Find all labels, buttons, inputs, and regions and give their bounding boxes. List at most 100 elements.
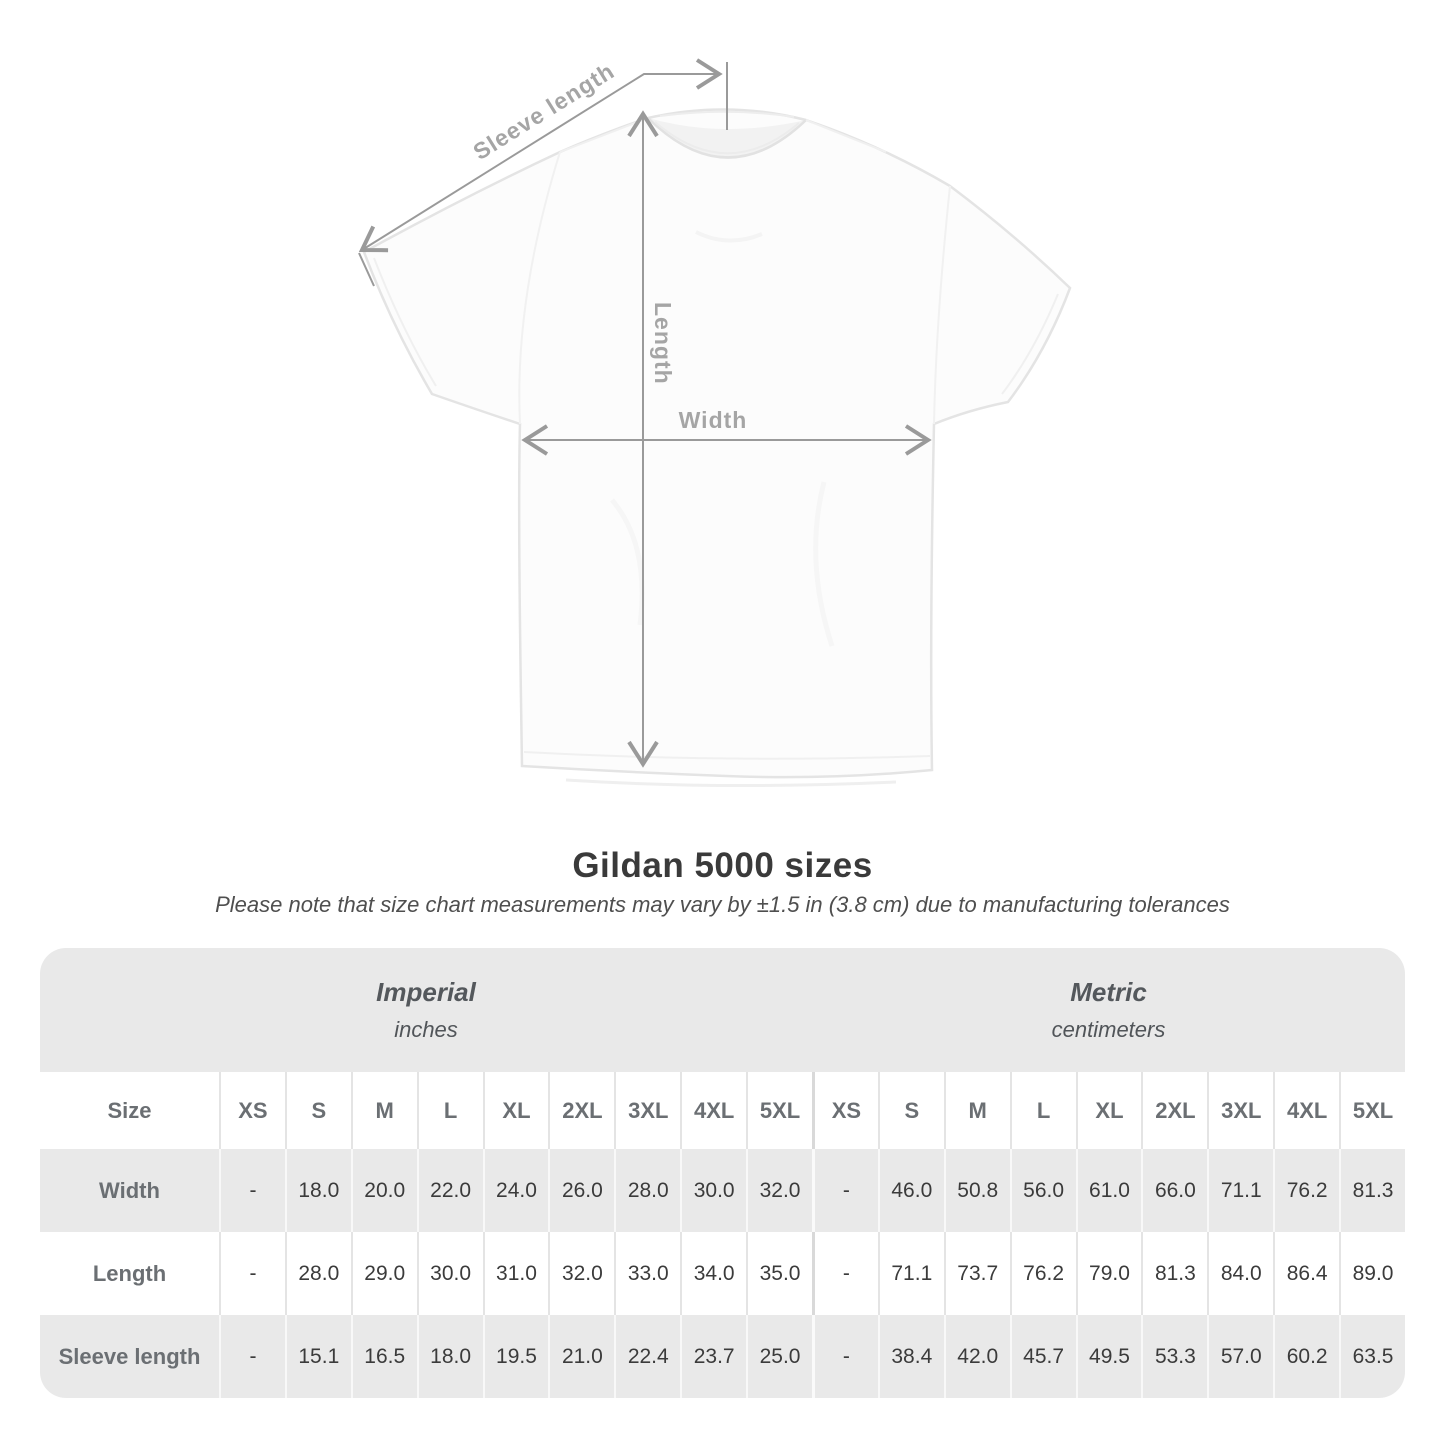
right-shoulder-seam [805,119,887,153]
value-cell: 66.0 [1141,1149,1207,1232]
value-cell: 35.0 [746,1232,812,1315]
value-cell: - [219,1315,285,1398]
dimension-lines [358,58,932,768]
row-label: Width [99,1177,160,1203]
value-cell: 31.0 [482,1232,549,1315]
size-col-header: XS [811,1072,878,1149]
size-col-header: XL [482,1072,549,1149]
value-cell: 22.0 [416,1149,483,1232]
tshirt-body [362,108,1072,779]
value-cell: 29.0 [350,1232,417,1315]
value-cell: 19.5 [482,1315,549,1398]
size-col-header: 3XL [1207,1072,1273,1149]
value-cell: 57.0 [1207,1315,1273,1398]
value-cell: 30.0 [416,1232,483,1315]
metric-title: Metric [1070,977,1147,1007]
value-cell: 15.1 [284,1315,351,1398]
page-title: Gildan 5000 sizes [572,846,873,885]
hem-shadow [565,778,897,788]
size-col-header: 3XL [614,1072,680,1149]
size-column-header: Size [107,1097,152,1123]
size-col-header: XL [1075,1072,1142,1149]
value-cell: 71.1 [877,1232,944,1315]
table-size-header-row: Size XS S M L XL 2XL 3XL 4XL 5XL XS S M L XL 2XL 3XL 4XL… [40,1072,1405,1149]
table-row: Sleeve length -15.1 16.5 18.0 19.5 21.0 22.4 23… [40,1315,1405,1398]
size-col-header: 4XL [680,1072,746,1149]
imperial-unit: inches [394,1017,458,1042]
value-cell: 26.0 [548,1149,614,1232]
value-cell: 22.4 [614,1315,680,1398]
value-cell: 21.0 [548,1315,614,1398]
value-cell: 81.3 [1141,1232,1207,1315]
value-cell: - [811,1149,878,1232]
size-col-header: L [1009,1072,1076,1149]
row-label: Sleeve length [58,1343,201,1369]
size-col-header: 2XL [1141,1072,1207,1149]
value-cell: 63.5 [1339,1315,1405,1398]
value-cell: 24.0 [482,1149,549,1232]
value-cell: 56.0 [1009,1149,1076,1232]
imperial-header: Imperial inches [40,948,812,1072]
value-cell: 32.0 [746,1149,812,1232]
value-cell: 49.5 [1075,1315,1142,1398]
value-cell: 45.7 [1009,1315,1076,1398]
table-row: Length -28.0 29.0 30.0 31.0 32.0 33.0 34.0 35.0-… [40,1232,1405,1315]
size-col-header: XS [219,1072,285,1149]
unit-header-band: Imperial inches Metric centimeters [40,948,1405,1072]
value-cell: 79.0 [1075,1232,1142,1315]
metric-unit: centimeters [1051,1017,1166,1042]
value-cell: 28.0 [284,1232,351,1315]
value-cell: 76.2 [1273,1149,1339,1232]
value-cell: - [811,1232,878,1315]
value-cell: 53.3 [1141,1315,1207,1398]
value-cell: 86.4 [1273,1232,1339,1315]
left-cuff-stitch [373,257,437,387]
value-cell: 18.0 [416,1315,483,1398]
value-cell: 60.2 [1273,1315,1339,1398]
value-cell: 32.0 [548,1232,614,1315]
value-cell: 20.0 [350,1149,417,1232]
size-col-header: M [943,1072,1010,1149]
right-cuff-stitch [1001,293,1059,395]
size-col-header: M [350,1072,417,1149]
sleeve-length-arrow [358,58,723,253]
value-cell: 28.0 [614,1149,680,1232]
wrinkle [813,481,835,647]
tshirt-illustration [362,108,1072,788]
value-cell: 81.3 [1339,1149,1405,1232]
size-col-header: L [416,1072,483,1149]
row-label: Length [92,1260,167,1286]
value-cell: - [219,1149,285,1232]
value-cell: 34.0 [680,1232,746,1315]
value-cell: - [219,1232,285,1315]
value-cell: 89.0 [1339,1232,1405,1315]
value-cell: 30.0 [680,1149,746,1232]
value-cell: 73.7 [943,1232,1010,1315]
length-label: Length [650,302,676,385]
size-col-header: 2XL [548,1072,614,1149]
metric-header: Metric centimeters [812,948,1405,1072]
value-cell: 61.0 [1075,1149,1142,1232]
value-cell: 25.0 [746,1315,812,1398]
value-cell: - [811,1315,878,1398]
value-cell: 33.0 [614,1232,680,1315]
value-cell: 16.5 [350,1315,417,1398]
size-col-header: S [284,1072,351,1149]
value-cell: 18.0 [284,1149,351,1232]
value-cell: 84.0 [1207,1232,1273,1315]
width-label: Width [679,407,748,433]
value-cell: 76.2 [1009,1232,1076,1315]
tolerance-note: Please note that size chart measurements… [215,892,1230,917]
imperial-title: Imperial [376,977,476,1007]
value-cell: 46.0 [877,1149,944,1232]
table-row: Width -18.0 20.0 22.0 24.0 26.0 28.0 30.0 32.0-4… [40,1149,1405,1232]
size-table: Imperial inches Metric centimeters Size … [40,948,1405,1398]
cuff-reference-tick [358,252,375,287]
value-cell: 38.4 [877,1315,944,1398]
value-cell: 71.1 [1207,1149,1273,1232]
value-cell: 23.7 [680,1315,746,1398]
size-col-header: 5XL [746,1072,812,1149]
right-armhole-seam [933,185,951,425]
size-col-header: 5XL [1339,1072,1405,1149]
value-cell: 42.0 [943,1315,1010,1398]
